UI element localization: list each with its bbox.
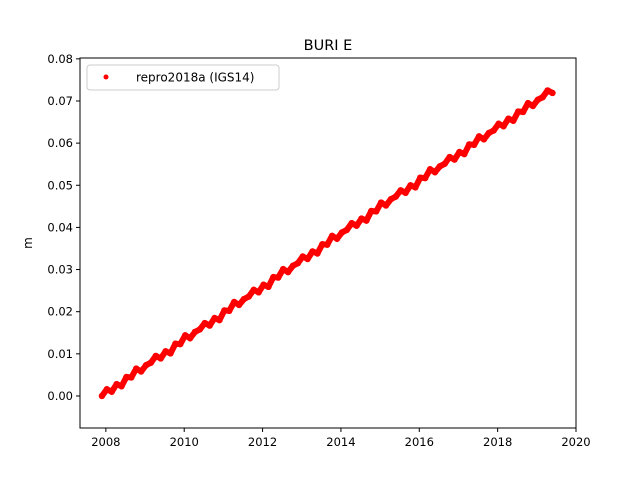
x-axis: 2008 2010 2012 2014 2016 2018 2020 xyxy=(91,428,590,449)
y-axis-label: m xyxy=(21,237,35,249)
legend-marker xyxy=(104,75,109,80)
y-tick-label: 0.01 xyxy=(47,347,73,361)
y-tick-label: 0.04 xyxy=(47,220,73,234)
chart-title: BURI E xyxy=(304,38,353,54)
legend-label: repro2018a (IGS14) xyxy=(136,71,254,85)
legend: repro2018a (IGS14) xyxy=(87,65,279,90)
x-tick-label: 2018 xyxy=(483,435,512,449)
point-cluster xyxy=(548,90,553,93)
y-tick-label: 0.08 xyxy=(47,52,73,66)
x-tick-label: 2010 xyxy=(170,435,199,449)
y-tick-label: 0.06 xyxy=(47,136,73,150)
y-tick-label: 0.07 xyxy=(47,94,73,108)
data-points xyxy=(99,87,556,399)
y-axis: 0.00 0.01 0.02 0.03 0.04 0.05 0.06 0.07 0.08 xyxy=(47,52,80,403)
x-tick-label: 2008 xyxy=(91,435,120,449)
x-tick-label: 2014 xyxy=(326,435,355,449)
x-tick-label: 2016 xyxy=(405,435,434,449)
y-tick-label: 0.05 xyxy=(47,178,73,192)
x-tick-label: 2020 xyxy=(561,435,590,449)
x-tick-label: 2012 xyxy=(248,435,277,449)
y-tick-label: 0.02 xyxy=(47,305,73,319)
y-tick-label: 0.03 xyxy=(47,263,73,277)
y-tick-label: 0.00 xyxy=(47,389,73,403)
